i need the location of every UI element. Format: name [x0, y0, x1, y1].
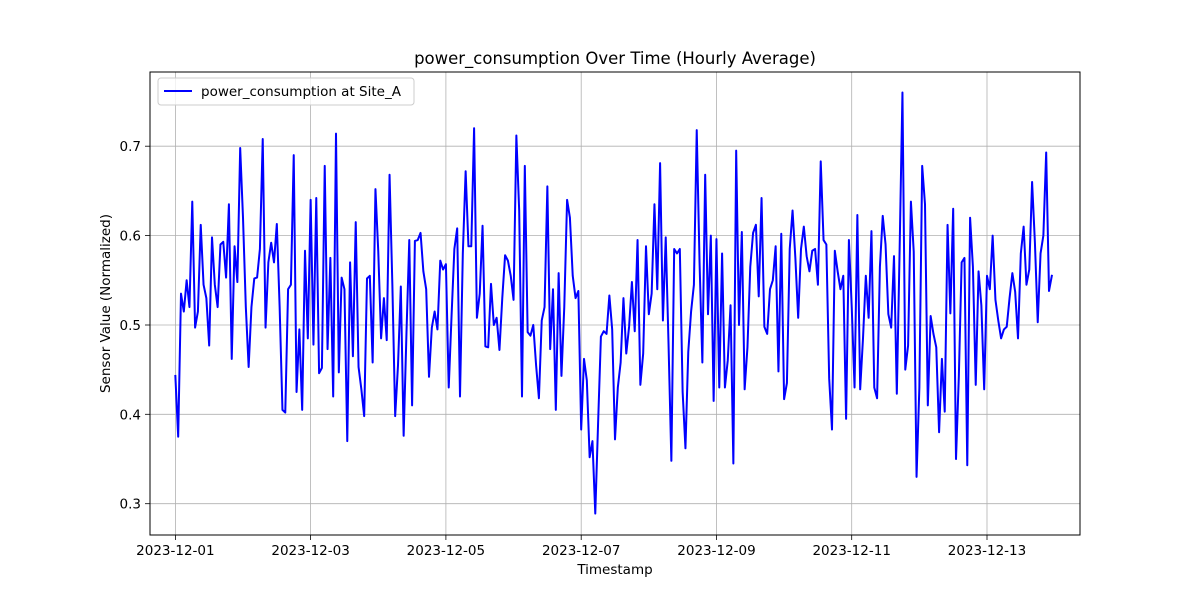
y-tick-label: 0.5: [120, 318, 141, 334]
legend: power_consumption at Site_A: [157, 77, 415, 106]
x-tick-label: 2023-12-11: [812, 543, 890, 559]
y-axis-ticks: 0.3 0.4 0.5 0.6 0.7: [120, 139, 150, 513]
y-tick-label: 0.4: [120, 407, 141, 423]
x-axis-label: Timestamp: [576, 562, 652, 578]
y-tick-label: 0.7: [120, 139, 141, 155]
plot-frame: [149, 71, 1081, 536]
x-axis-ticks: 2023-12-01 2023-12-03 2023-12-05 2023-12-07…: [136, 535, 1026, 559]
legend-label: power_consumption at Site_A: [201, 84, 402, 100]
series-layer: [174, 91, 1053, 515]
x-tick-label: 2023-12-07: [542, 543, 620, 559]
x-tick-label: 2023-12-01: [136, 543, 214, 559]
y-tick-label: 0.3: [120, 497, 141, 513]
chart-title: power_consumption Over Time (Hourly Aver…: [414, 49, 816, 69]
plot-background: [150, 72, 1080, 535]
series-line-power-consumption: [174, 91, 1053, 515]
y-tick-label: 0.6: [120, 229, 141, 245]
y-axis-label: Sensor Value (Normalized): [98, 214, 114, 393]
legend-box: [157, 77, 415, 106]
x-tick-label: 2023-12-03: [271, 543, 349, 559]
x-tick-label: 2023-12-09: [677, 543, 755, 559]
x-tick-label: 2023-12-13: [948, 543, 1026, 559]
x-tick-label: 2023-12-05: [407, 543, 485, 559]
